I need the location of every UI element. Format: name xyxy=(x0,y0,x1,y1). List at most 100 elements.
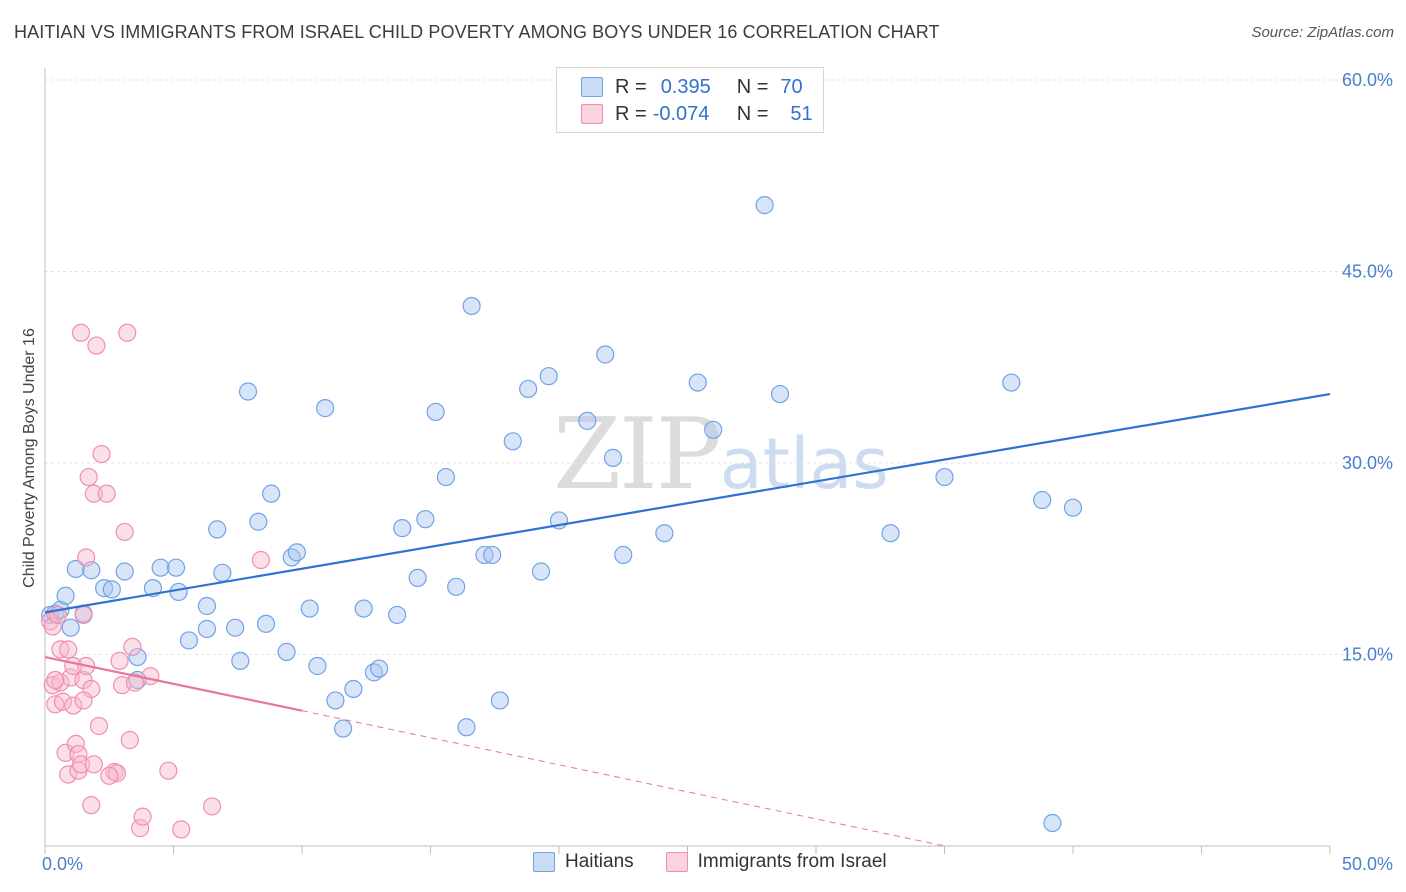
haitian-point xyxy=(755,196,774,215)
haitian-point xyxy=(490,691,509,710)
israel-point xyxy=(100,766,119,785)
haitian-point xyxy=(1063,498,1083,517)
haitian-point xyxy=(596,345,615,364)
watermark-zip: ZIP xyxy=(553,398,722,512)
israel-point xyxy=(79,467,98,487)
haitian-point xyxy=(393,519,412,538)
y-tick-label: 30.0% xyxy=(1342,453,1393,473)
legend-swatch-israel xyxy=(665,852,688,872)
y-tick-label: 45.0% xyxy=(1342,262,1393,282)
haitian-point xyxy=(56,586,75,605)
haitian-point xyxy=(128,647,147,667)
haitian-point xyxy=(416,510,435,529)
israel-trendline-extension xyxy=(301,710,945,847)
haitian-point xyxy=(503,432,522,451)
haitian-point xyxy=(166,558,186,577)
israel-point xyxy=(118,323,137,342)
legend-label-haitians: Haitians xyxy=(565,851,634,872)
israel-point xyxy=(84,755,103,774)
haitian-point xyxy=(1043,813,1062,833)
haitian-trendline xyxy=(44,392,1331,614)
haitian-point xyxy=(334,719,353,738)
haitian-point xyxy=(226,618,245,637)
israel-point xyxy=(71,755,91,774)
israel-point xyxy=(53,692,73,711)
israel-point xyxy=(59,765,78,784)
haitian-point xyxy=(169,582,188,602)
haitian-point xyxy=(231,651,250,670)
source-label: Source: ZipAtlas.com xyxy=(1251,24,1394,41)
haitian-point xyxy=(287,543,306,562)
legend-n-value: 51 xyxy=(790,102,813,125)
haitian-point xyxy=(282,548,301,567)
legend-swatch-haitians xyxy=(581,77,603,97)
israel-point xyxy=(159,761,178,780)
haitian-point xyxy=(578,411,597,430)
watermark-atlas: atlas xyxy=(719,423,889,505)
israel-point xyxy=(110,651,129,670)
legend-r-label: R = xyxy=(615,102,647,125)
israel-point xyxy=(59,640,78,659)
haitian-point xyxy=(326,691,345,710)
israel-point xyxy=(89,716,109,736)
haitian-point xyxy=(197,596,217,616)
x-tick-label: 50.0% xyxy=(1342,854,1393,874)
haitian-point xyxy=(115,562,134,581)
israel-point xyxy=(74,691,93,710)
israel-point xyxy=(64,696,83,715)
israel-point xyxy=(77,548,96,567)
haitian-point xyxy=(531,562,551,581)
series-legend: Haitians Immigrants from Israel xyxy=(533,851,887,873)
legend-r-label: R = xyxy=(615,75,647,98)
israel-point xyxy=(71,323,91,342)
haitian-point xyxy=(539,367,558,386)
israel-point xyxy=(43,617,62,636)
haitian-point xyxy=(308,656,327,676)
haitian-point xyxy=(61,618,80,637)
haitian-point xyxy=(277,642,296,662)
haitian-point xyxy=(66,559,85,579)
legend-r-value: 0.395 xyxy=(660,75,711,98)
legend-row-israel: R = -0.074 N = 51 xyxy=(581,101,813,127)
haitian-point xyxy=(770,384,790,404)
haitian-point xyxy=(208,520,227,539)
israel-point xyxy=(130,819,150,838)
legend-r-value: -0.074 xyxy=(652,102,710,125)
haitian-point xyxy=(354,599,373,618)
haitian-point xyxy=(614,545,633,565)
haitian-point xyxy=(344,679,363,699)
haitian-point xyxy=(457,718,476,737)
haitian-point xyxy=(688,373,707,392)
legend-row-haitians: R = 0.395 N = 70 xyxy=(581,74,803,100)
israel-point xyxy=(97,484,116,503)
haitian-point xyxy=(102,580,121,599)
israel-point xyxy=(172,820,191,839)
israel-point xyxy=(120,730,139,750)
israel-point xyxy=(92,444,111,464)
haitian-point xyxy=(519,379,538,399)
israel-point xyxy=(84,484,103,503)
israel-point xyxy=(115,522,134,542)
haitian-point xyxy=(655,524,674,543)
watermark: ZIPatlas xyxy=(553,398,889,512)
israel-point xyxy=(87,336,106,355)
haitian-point xyxy=(151,558,170,577)
haitian-point xyxy=(1002,373,1021,392)
haitian-point xyxy=(249,512,268,531)
x-tick-label: 0.0% xyxy=(42,854,83,874)
haitian-point xyxy=(316,399,335,418)
legend-swatch-haitians xyxy=(533,852,555,872)
haitian-point xyxy=(408,568,427,588)
haitian-point xyxy=(1033,490,1052,510)
chart-title: HAITIAN VS IMMIGRANTS FROM ISRAEL CHILD … xyxy=(14,22,940,42)
israel-point xyxy=(202,797,222,816)
haitian-point xyxy=(462,296,481,316)
israel-point xyxy=(74,605,93,625)
israel-point xyxy=(51,673,70,692)
y-tick-label: 15.0% xyxy=(1342,645,1393,665)
haitian-point xyxy=(475,545,494,565)
israel-point xyxy=(133,807,152,826)
haitian-point xyxy=(197,619,217,639)
haitian-point xyxy=(704,420,723,439)
